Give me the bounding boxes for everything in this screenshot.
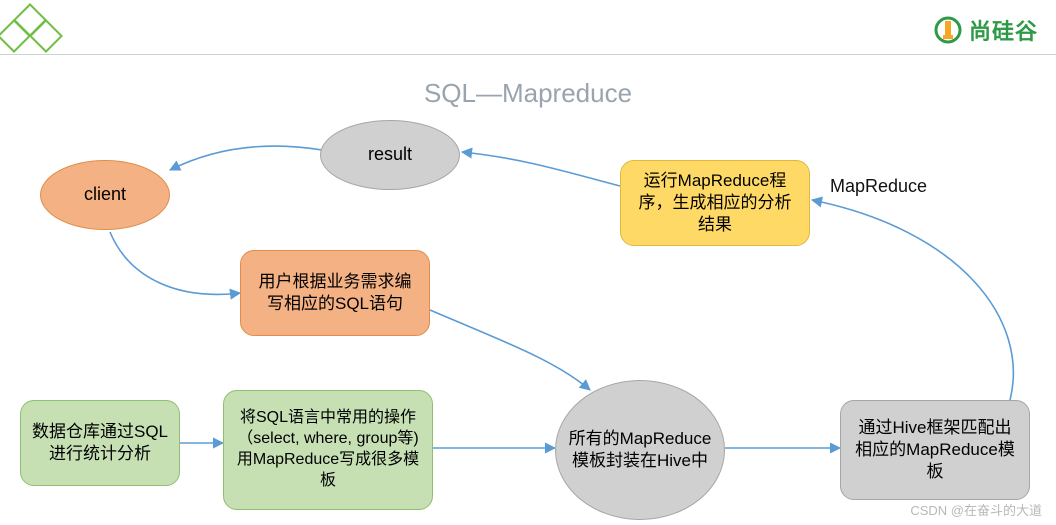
node-run_mr: 运行MapReduce程序，生成相应的分析结果 [620,160,810,246]
edge-result-to-client [170,146,322,170]
node-client: client [40,160,170,230]
node-sql_write: 用户根据业务需求编写相应的SQL语句 [240,250,430,336]
watermark: CSDN @在奋斗的大道 [910,500,1042,519]
node-sql_to_mr: 将SQL语言中常用的操作（select, where, group等) 用Map… [223,390,433,510]
node-result: result [320,120,460,190]
diagram-title: SQL—Mapreduce [424,78,632,109]
brand-text: 尚硅谷 [969,14,1038,46]
brand-icon [933,15,963,45]
diagram-stage: 尚硅谷 SQL—Mapreduce client result 用户根据业务需求编写… [0,0,1056,525]
node-dw_sql: 数据仓库通过SQL进行统计分析 [20,400,180,486]
edge-hive_match-to-run_mr [812,200,1013,400]
header-separator [0,54,1056,55]
edge-sql_write-to-hive_templates [430,310,590,390]
edge-run_mr-to-result [462,152,620,186]
edge-client-to-sql_write [110,232,240,294]
node-hive_match: 通过Hive框架匹配出相应的MapReduce模板 [840,400,1030,500]
node-hive_templates: 所有的MapReduce模板封装在Hive中 [555,380,725,520]
brand: 尚硅谷 [933,14,1038,46]
edge-label-6: MapReduce [830,176,927,197]
